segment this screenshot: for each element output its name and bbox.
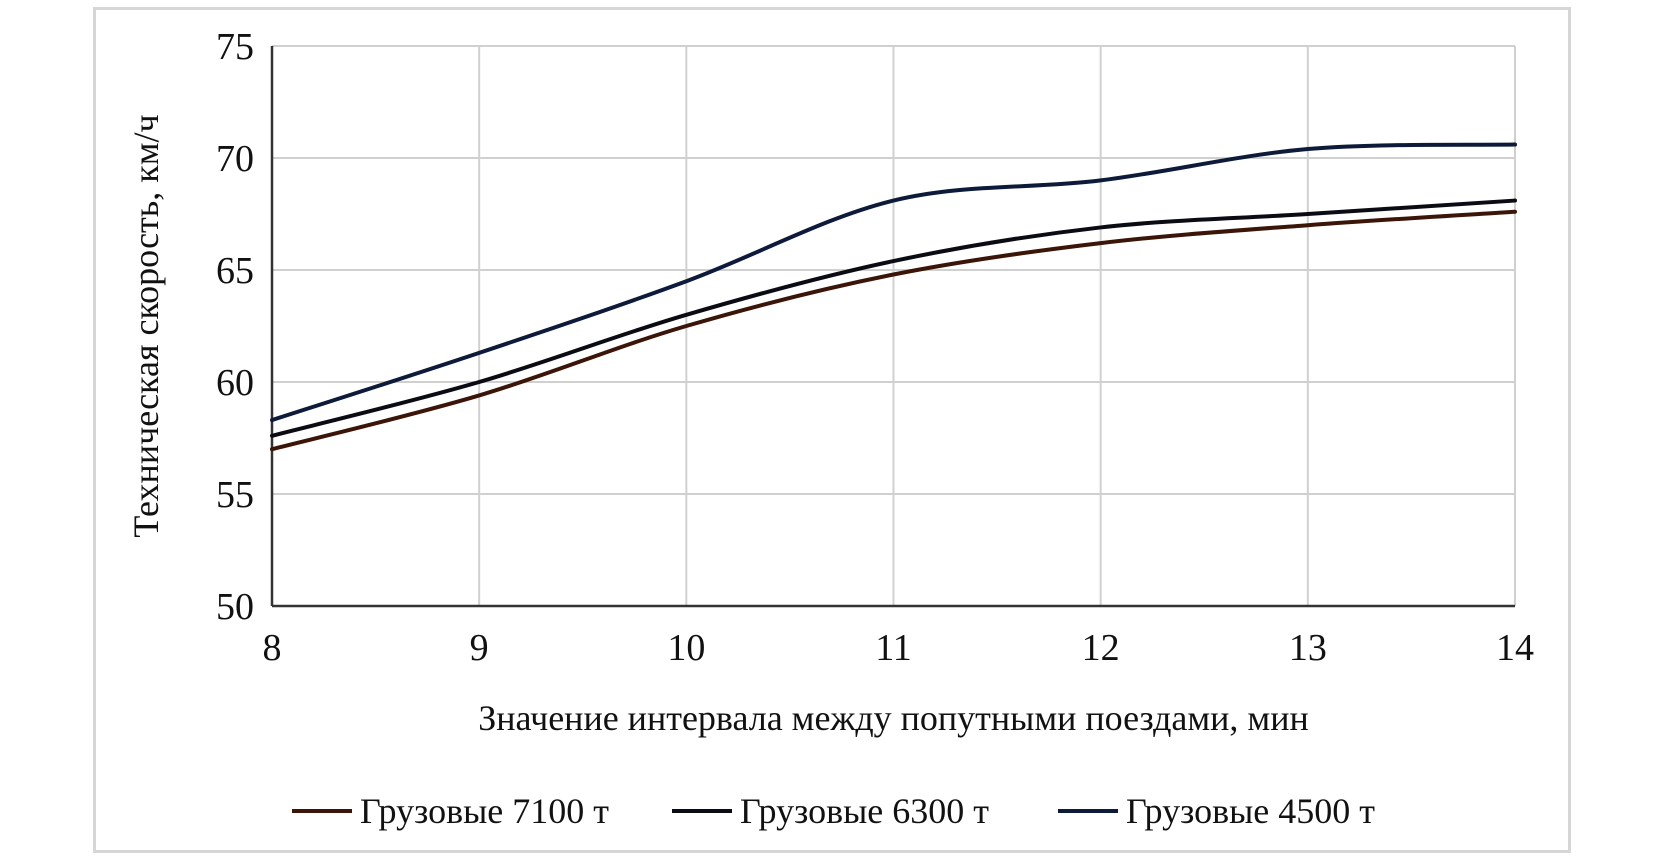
series-layer: [270, 142, 1517, 452]
y-axis-title: Техническая скорость, км/ч: [126, 114, 166, 537]
x-tick-label: 11: [875, 627, 912, 669]
x-tick-labels: 8 9 10 11 12 13 14: [263, 627, 1535, 669]
legend-label: Грузовые 4500 т: [1126, 791, 1375, 831]
x-tick-label: 13: [1289, 627, 1327, 669]
legend-label: Грузовые 7100 т: [360, 791, 609, 831]
legend: Грузовые 7100 т Грузовые 6300 т Грузовые 4…: [292, 791, 1375, 831]
y-tick-label: 70: [216, 138, 254, 180]
x-tick-label: 10: [667, 627, 705, 669]
series-line: [270, 198, 1517, 438]
y-tick-label: 75: [216, 26, 254, 68]
legend-label: Грузовые 6300 т: [740, 791, 989, 831]
series-line: [270, 142, 1517, 423]
grid-layer: [272, 45, 1516, 606]
y-tick-labels: 50 55 60 65 70 75: [216, 26, 254, 628]
y-tick-label: 55: [216, 474, 254, 516]
axes-layer: [270, 46, 1515, 608]
x-tick-label: 9: [470, 627, 489, 669]
x-tick-label: 8: [263, 627, 282, 669]
y-tick-label: 50: [216, 586, 254, 628]
y-tick-label: 65: [216, 250, 254, 292]
x-axis-title: Значение интервала между попутными поезд…: [478, 698, 1309, 738]
x-tick-label: 12: [1082, 627, 1120, 669]
series-line: [270, 209, 1517, 452]
x-tick-label: 14: [1496, 627, 1534, 669]
y-tick-label: 60: [216, 362, 254, 404]
